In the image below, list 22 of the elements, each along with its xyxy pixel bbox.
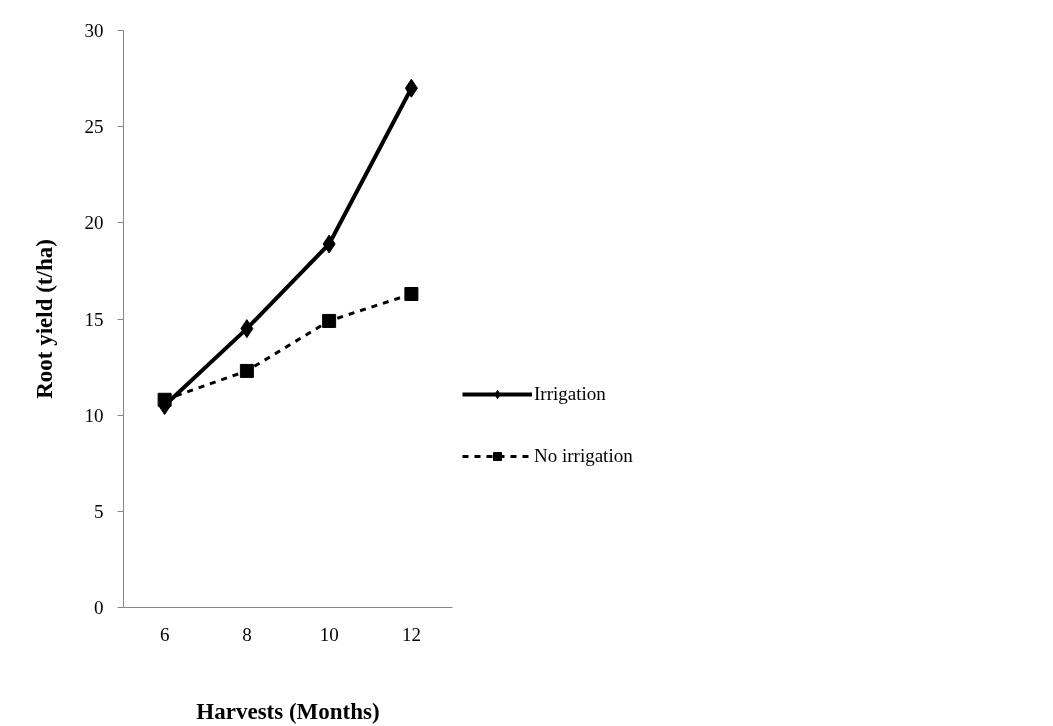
legend-label: Irrigation bbox=[534, 383, 606, 405]
y-tick-label: 25 bbox=[84, 116, 104, 138]
x-tick-label: 6 bbox=[159, 623, 170, 645]
y-axis-title: Root yield (t/ha) bbox=[31, 239, 57, 399]
x-tick-label: 12 bbox=[401, 623, 421, 645]
point bbox=[404, 78, 418, 98]
point bbox=[322, 234, 336, 254]
legend-label: No irrigation bbox=[534, 445, 633, 467]
y-tick-label: 15 bbox=[84, 308, 104, 330]
x-axis-title: Harvests (Months) bbox=[196, 698, 380, 724]
y-tick-label: 5 bbox=[94, 500, 104, 522]
point bbox=[404, 287, 419, 301]
y-tick-label: 10 bbox=[84, 404, 104, 426]
x-tick-label: 8 bbox=[242, 623, 252, 645]
x-tick-label: 10 bbox=[319, 623, 339, 645]
point bbox=[322, 313, 337, 328]
point bbox=[239, 363, 254, 378]
y-tick-label: 20 bbox=[84, 212, 104, 234]
y-tick-label: 30 bbox=[84, 20, 104, 41]
point bbox=[240, 319, 254, 339]
y-tick-label: 0 bbox=[94, 597, 104, 618]
point bbox=[157, 392, 172, 407]
